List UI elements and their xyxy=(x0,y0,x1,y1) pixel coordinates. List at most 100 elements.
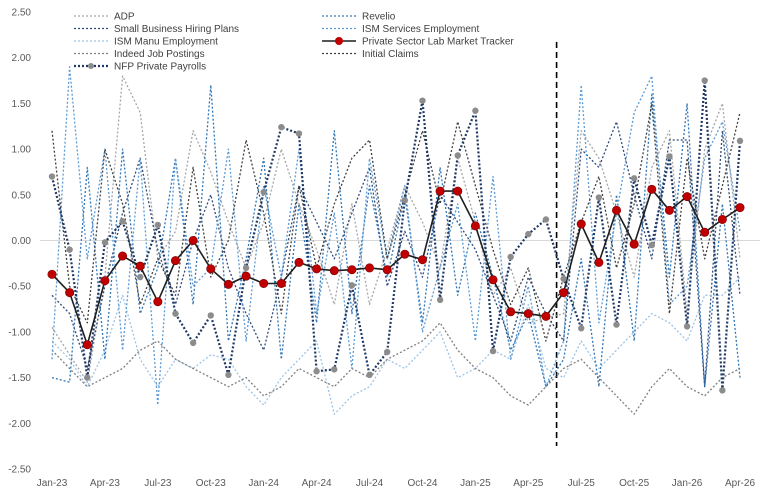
legend-label: Initial Claims xyxy=(362,49,419,60)
x-tick-label: Jan-23 xyxy=(37,478,68,489)
x-tick-label: Apr-23 xyxy=(90,478,120,489)
x-tick-label: Oct-24 xyxy=(407,478,437,489)
data-point-nfp-private-payrolls xyxy=(419,97,426,104)
legend-item-ism-services-employment: ISM Services Employment xyxy=(322,24,479,35)
data-point-private-sector-lab-market-tracker xyxy=(629,239,639,249)
data-point-private-sector-lab-market-tracker xyxy=(717,214,727,224)
legend-label: ISM Services Employment xyxy=(362,24,479,35)
data-point-private-sector-lab-market-tracker xyxy=(118,251,128,261)
data-point-private-sector-lab-market-tracker xyxy=(312,264,322,274)
data-point-private-sector-lab-market-tracker xyxy=(82,340,92,350)
data-point-nfp-private-payrolls xyxy=(472,107,479,114)
data-point-private-sector-lab-market-tracker xyxy=(365,263,375,273)
series-line-nfp-private-payrolls xyxy=(50,79,742,392)
data-point-nfp-private-payrolls xyxy=(401,197,409,204)
data-point-private-sector-lab-market-tracker xyxy=(65,288,75,298)
data-point-nfp-private-payrolls xyxy=(260,188,267,196)
data-point-private-sector-lab-market-tracker xyxy=(329,266,339,276)
data-point-nfp-private-payrolls xyxy=(225,371,232,379)
data-point-nfp-private-payrolls xyxy=(295,130,303,137)
x-tick-label: Jul-25 xyxy=(568,478,596,489)
legend: ADP Revelio Small Business Hiring Plans ISM… xyxy=(74,12,514,73)
data-point-private-sector-lab-market-tracker xyxy=(435,186,445,196)
data-point-private-sector-lab-market-tracker xyxy=(135,261,145,271)
data-point-nfp-private-payrolls xyxy=(560,275,567,283)
data-point-nfp-private-payrolls xyxy=(137,273,144,281)
data-point-nfp-private-payrolls xyxy=(436,296,444,304)
data-point-private-sector-lab-market-tracker xyxy=(664,205,674,215)
x-tick-label: Apr-24 xyxy=(302,478,332,489)
data-point-private-sector-lab-market-tracker xyxy=(700,227,710,237)
data-point-nfp-private-payrolls xyxy=(507,253,514,261)
x-tick-label: Oct-23 xyxy=(196,478,226,489)
data-point-private-sector-lab-market-tracker xyxy=(170,256,180,266)
marker-layer xyxy=(47,77,745,394)
data-point-nfp-private-payrolls xyxy=(683,323,691,330)
data-point-private-sector-lab-market-tracker xyxy=(382,265,392,275)
data-point-private-sector-lab-market-tracker xyxy=(682,192,692,202)
data-point-private-sector-lab-market-tracker xyxy=(647,184,657,194)
legend-marker xyxy=(88,63,94,69)
legend-item-initial-claims: Initial Claims xyxy=(322,49,419,60)
data-point-nfp-private-payrolls xyxy=(331,366,338,373)
data-point-private-sector-lab-market-tracker xyxy=(206,264,216,274)
data-point-nfp-private-payrolls xyxy=(542,216,550,223)
data-point-nfp-private-payrolls xyxy=(154,221,162,229)
data-point-private-sector-lab-market-tracker xyxy=(294,257,304,267)
data-point-private-sector-lab-market-tracker xyxy=(259,278,269,288)
legend-label: ADP xyxy=(114,12,135,23)
data-point-private-sector-lab-market-tracker xyxy=(400,249,410,259)
y-tick-label: -0.50 xyxy=(8,282,31,293)
data-point-nfp-private-payrolls xyxy=(719,387,726,394)
data-point-nfp-private-payrolls xyxy=(189,339,197,347)
legend-label: Indeed Job Postings xyxy=(114,49,205,60)
y-tick-label: 2.00 xyxy=(12,53,32,64)
y-tick-label: 0.50 xyxy=(12,190,32,201)
data-point-nfp-private-payrolls xyxy=(48,173,56,180)
data-point-private-sector-lab-market-tracker xyxy=(347,265,357,275)
x-tick-label: Jan-24 xyxy=(248,478,279,489)
x-tick-label: Apr-25 xyxy=(513,478,543,489)
x-tick-label: Jan-25 xyxy=(460,478,491,489)
data-point-nfp-private-payrolls xyxy=(278,123,285,131)
data-point-nfp-private-payrolls xyxy=(84,374,91,381)
x-tick-label: Jul-24 xyxy=(356,478,384,489)
y-tick-label: -1.00 xyxy=(8,327,31,338)
data-point-nfp-private-payrolls xyxy=(613,321,620,328)
axis-layer: 2.50 2.00 1.50 1.00 0.50 0.00 -0.50 -1.00 -1.50 -… xyxy=(8,8,760,489)
data-point-private-sector-lab-market-tracker xyxy=(100,276,110,286)
data-point-nfp-private-payrolls xyxy=(578,325,585,332)
data-point-nfp-private-payrolls xyxy=(366,371,373,379)
data-point-private-sector-lab-market-tracker xyxy=(559,288,569,298)
data-point-private-sector-lab-market-tracker xyxy=(506,307,516,317)
data-point-private-sector-lab-market-tracker xyxy=(594,257,604,267)
data-point-private-sector-lab-market-tracker xyxy=(153,297,163,307)
series-line-small-business-hiring-plans xyxy=(51,121,741,388)
legend-item-adp: ADP xyxy=(74,12,135,23)
y-tick-label: -2.50 xyxy=(8,465,31,476)
series-line-private-sector-lab-market-tracker xyxy=(51,188,741,346)
data-point-nfp-private-payrolls xyxy=(648,241,655,249)
x-tick-label: Jul-23 xyxy=(144,478,172,489)
data-point-nfp-private-payrolls xyxy=(525,230,532,238)
series-line-revelio xyxy=(51,84,741,388)
legend-marker xyxy=(335,37,343,45)
data-point-private-sector-lab-market-tracker xyxy=(470,221,480,231)
x-tick-label: Oct-25 xyxy=(619,478,649,489)
data-point-nfp-private-payrolls xyxy=(595,194,603,201)
data-point-private-sector-lab-market-tracker xyxy=(276,278,286,288)
data-point-private-sector-lab-market-tracker xyxy=(453,186,463,196)
data-point-private-sector-lab-market-tracker xyxy=(47,269,57,279)
data-point-private-sector-lab-market-tracker xyxy=(612,205,622,215)
data-point-nfp-private-payrolls xyxy=(630,175,638,182)
data-point-nfp-private-payrolls xyxy=(172,310,179,317)
series-line-ism-manu-employment xyxy=(51,276,741,415)
data-point-nfp-private-payrolls xyxy=(101,239,109,246)
data-point-private-sector-lab-market-tracker xyxy=(223,279,233,289)
data-point-nfp-private-payrolls xyxy=(666,153,673,160)
legend-item-private-sector-lab-market-tracker: Private Sector Lab Market Tracker xyxy=(322,37,514,48)
data-point-private-sector-lab-market-tracker xyxy=(417,255,427,265)
data-point-nfp-private-payrolls xyxy=(489,347,497,355)
